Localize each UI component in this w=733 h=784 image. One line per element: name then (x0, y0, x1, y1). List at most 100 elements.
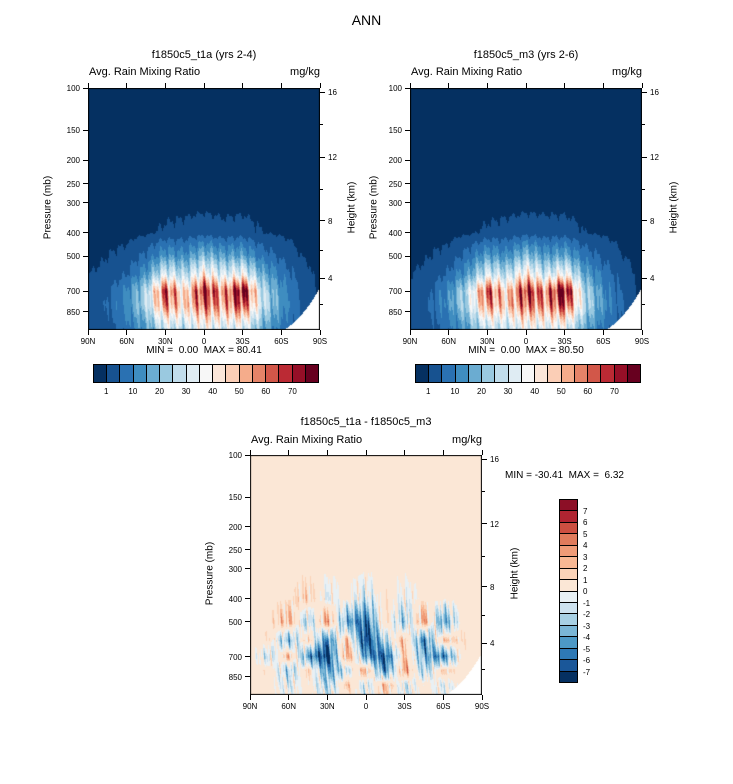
axis-tick (288, 450, 290, 455)
height-tick-label: 4 (490, 639, 495, 649)
x-tick-label: 60S (274, 337, 289, 346)
axis-tick (288, 695, 290, 700)
colorbar-cell (251, 365, 266, 382)
variable-label-t1a: Avg. Rain Mixing Ratio (89, 66, 201, 78)
axis-tick (126, 83, 128, 88)
colorbar-cell (560, 556, 577, 568)
axis-tick (481, 695, 483, 700)
axis-tick (564, 83, 566, 88)
axis-tick (525, 83, 527, 88)
colorbar-tick-label: 50 (234, 387, 244, 396)
colorbar-cell (560, 533, 577, 545)
axis-tick (602, 330, 604, 335)
axis-tick (409, 83, 411, 88)
axis-tick (481, 450, 483, 455)
pressure-tick-label: 250 (66, 179, 80, 189)
colorbar-cell (304, 365, 318, 382)
pressure-tick-label: 400 (66, 228, 80, 238)
axis-tick (525, 330, 527, 335)
height-tick-label: 12 (490, 519, 499, 529)
axis-tick (641, 330, 643, 335)
colorbar-tick-label: 1 (426, 387, 431, 396)
axis-tick (642, 124, 645, 126)
height-tick-label: 8 (328, 216, 333, 226)
colorbar-cell (159, 365, 173, 382)
colorbar-cell (560, 500, 577, 511)
panel-title-t1a: f1850c5_t1a (yrs 2-4) (151, 49, 257, 61)
axis-tick (405, 183, 410, 185)
pressure-tick-label: 200 (388, 156, 402, 166)
axis-tick (326, 450, 328, 455)
colorbar-cell (106, 365, 120, 382)
colorbar-cell (198, 365, 213, 382)
axis-tick (83, 255, 88, 257)
axis-tick (642, 91, 647, 93)
axis-tick (203, 330, 205, 335)
axis-tick (405, 255, 410, 257)
axis-tick (405, 87, 410, 89)
axis-tick (486, 83, 488, 88)
axis-tick (83, 183, 88, 185)
axis-tick (448, 330, 450, 335)
colorbar-cell (238, 365, 252, 382)
colorbar-cell (185, 365, 199, 382)
x-tick-label: 60N (441, 337, 456, 346)
panel-title-m3: f1850c5_m3 (yrs 2-6) (473, 49, 579, 61)
colorbar-cell (560, 613, 577, 625)
axis-tick (242, 83, 244, 88)
axis-tick (249, 695, 251, 700)
height-tick-label: 8 (650, 216, 655, 226)
pressure-tick-label: 850 (228, 672, 242, 682)
axis-tick (442, 450, 444, 455)
pressure-tick-label: 300 (66, 198, 80, 208)
axis-tick (320, 220, 325, 222)
colorbar-tick-label: -3 (583, 621, 591, 631)
axis-tick (642, 304, 645, 306)
pressure-tick-label: 150 (228, 493, 242, 503)
axis-tick (245, 621, 250, 623)
axis-tick (642, 220, 647, 222)
colorbar-cell (520, 365, 535, 382)
x-tick-label: 0 (523, 337, 529, 346)
axis-tick (482, 586, 487, 588)
axis-tick (482, 642, 487, 644)
axis-tick (641, 83, 643, 88)
height-tick-label: 4 (328, 274, 333, 283)
colorbar-cell (560, 521, 577, 534)
panel-title-diff: f1850c5_t1a - f1850c5_m3 (300, 416, 432, 428)
axis-tick (320, 304, 323, 306)
colorbar-cell (613, 365, 627, 382)
height-tick-label: 16 (328, 88, 337, 98)
colorbar-cell (547, 365, 561, 382)
colorbar-tick-label: -6 (583, 656, 591, 665)
pressure-tick-label: 100 (66, 84, 80, 93)
height-axis-label-t1a: Height (km) (346, 181, 358, 234)
axis-tick (486, 330, 488, 335)
colorbar-tick-label: 60 (583, 387, 593, 396)
pressure-tick-label: 500 (66, 252, 80, 262)
colorbar-cell (600, 365, 614, 382)
colorbar-tick-label: 40 (208, 387, 218, 396)
axis-tick (320, 124, 323, 126)
axis-tick (482, 669, 485, 671)
x-tick-label: 60S (436, 702, 451, 711)
axis-tick (319, 83, 321, 88)
x-tick-label: 90N (242, 702, 258, 711)
axis-tick (249, 450, 251, 455)
axis-tick (164, 83, 166, 88)
axis-tick (87, 83, 89, 88)
axis-tick (405, 159, 410, 161)
axis-tick (83, 202, 88, 204)
axis-tick (482, 555, 485, 557)
axis-tick (405, 129, 410, 131)
colorbar-cell (278, 365, 292, 382)
colorbar-cell (560, 365, 574, 382)
axis-tick (365, 450, 367, 455)
x-tick-label: 0 (363, 702, 369, 711)
colorbar-tick-label: 70 (287, 387, 297, 396)
height-tick-label: 16 (650, 88, 659, 98)
axis-tick (405, 202, 410, 204)
axis-tick (164, 330, 166, 335)
pressure-tick-label: 500 (388, 252, 402, 262)
x-tick-label: 60S (596, 337, 611, 346)
